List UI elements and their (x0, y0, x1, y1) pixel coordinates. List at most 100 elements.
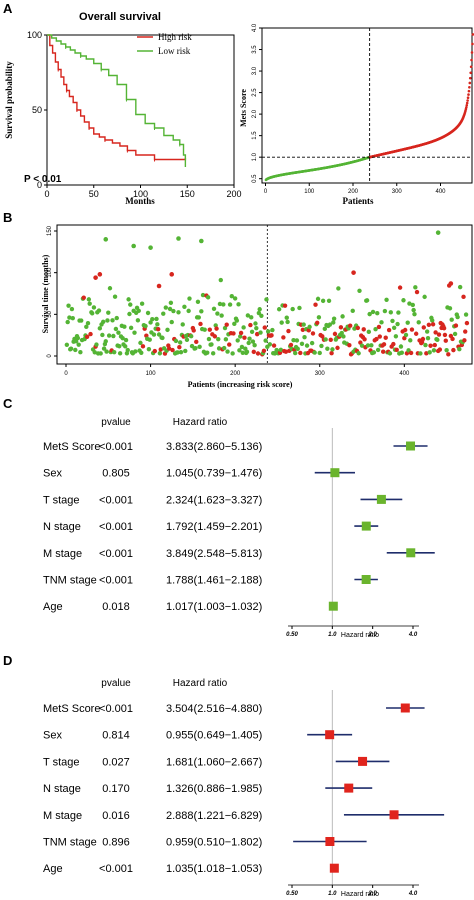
forest-pvalue: <0.001 (99, 521, 133, 533)
surv-point-alive (176, 310, 181, 315)
surv-point-alive (85, 321, 91, 326)
surv-point-alive (323, 337, 328, 342)
mets-ytick-label: 4.0 (252, 23, 258, 32)
forest-multivariate: pvalue Hazard ratio Hazard ratio 0.50 1.0… (43, 678, 445, 898)
surv-point-alive (241, 325, 246, 330)
mets-point-high (466, 96, 470, 100)
surv-point-alive (247, 336, 252, 341)
surv-point-alive (291, 337, 296, 343)
surv-point-alive (395, 321, 400, 327)
surv-point-alive (246, 340, 251, 346)
surv-point-alive (205, 350, 210, 355)
surv-point-alive (325, 346, 330, 351)
surv-point-alive (147, 337, 152, 342)
surv-point-alive (143, 323, 148, 329)
surv-point-dead (224, 322, 229, 327)
surv-point-alive (408, 338, 413, 343)
surv-point-dead (93, 275, 98, 280)
surv-point-alive (135, 318, 141, 323)
surv-point-alive (91, 305, 97, 310)
surv-point-alive (427, 350, 432, 355)
surv-point-alive (169, 319, 174, 325)
surv-point-alive (279, 320, 284, 325)
surv-point-alive (230, 351, 235, 356)
surv-point-alive (195, 299, 201, 304)
surv-point-alive (150, 316, 155, 322)
mets-point-high (469, 71, 472, 75)
surv-xtick-label: 200 (230, 371, 241, 377)
surv-point-dead (166, 346, 172, 351)
surv-point-alive (117, 351, 123, 356)
surv-point-alive (168, 300, 174, 305)
surv-point-alive (155, 322, 160, 327)
surv-point-alive (132, 330, 137, 335)
surv-point-alive (463, 312, 469, 317)
surv-point-alive (327, 322, 333, 327)
surv-point-alive (123, 337, 129, 343)
surv-point-dead (402, 327, 408, 333)
surv-point-dead (328, 337, 333, 342)
forest-axis-label: Hazard ratio (341, 891, 379, 898)
surv-point-dead (381, 342, 387, 347)
forest-hr-text: 1.792(1.459−2.201) (166, 521, 262, 533)
surv-point-alive (341, 334, 346, 339)
surv-point-alive (117, 344, 122, 349)
surv-point-dead (88, 331, 93, 337)
km-pvalue-annotation: P < 0.01 (24, 174, 62, 185)
surv-point-alive (240, 350, 245, 355)
surv-point-alive (398, 344, 404, 349)
surv-point-alive (249, 315, 254, 320)
km-xtick-label: 50 (89, 189, 99, 199)
forest-pvalue: 0.027 (102, 756, 130, 768)
surv-ytick-label: 100 (47, 267, 53, 278)
surv-point-alive (373, 327, 378, 332)
surv-point-alive (176, 236, 181, 241)
forest-variable-label: MetS Score (43, 703, 100, 715)
surv-point-alive (304, 343, 310, 348)
forest-pvalue: 0.018 (102, 601, 130, 613)
surv-point-alive (98, 351, 103, 356)
surv-point-dead (414, 289, 420, 295)
surv-point-alive (382, 308, 388, 314)
forest-variable-label: N stage (43, 521, 81, 533)
surv-point-dead (251, 349, 256, 355)
surv-point-alive (184, 337, 190, 343)
surv-point-alive (449, 317, 454, 322)
header-hazard-ratio: Hazard ratio (173, 417, 228, 428)
surv-point-alive (307, 324, 312, 330)
surv-point-dead (332, 331, 338, 337)
surv-point-alive (225, 349, 230, 354)
surv-point-alive (366, 329, 372, 335)
surv-point-alive (232, 296, 238, 301)
forest-variable-label: T stage (43, 494, 80, 506)
forest-xtick-label: 2.0 (367, 632, 377, 638)
surv-point-dead (261, 348, 267, 353)
surv-point-alive (227, 302, 233, 307)
surv-point-dead (238, 330, 244, 336)
mets-point-high (466, 99, 469, 102)
surv-point-alive (94, 342, 99, 347)
surv-point-alive (435, 230, 441, 235)
mets-point-high (470, 58, 473, 62)
surv-point-dead (461, 294, 466, 300)
surv-ylabel: Survival time (months) (41, 254, 50, 333)
forest-variable-label: TNM stage (43, 575, 97, 587)
surv-point-alive (101, 346, 107, 351)
mets-plot-frame (261, 27, 473, 184)
forest-xtick-label: 1.0 (328, 632, 337, 638)
surv-point-dead (397, 285, 403, 290)
forest-xtick-label: 1.0 (328, 891, 337, 897)
surv-point-dead (97, 272, 103, 277)
surv-point-dead (177, 344, 182, 350)
forest-hr-text: 2.324(1.623−3.327) (166, 494, 262, 506)
surv-point-alive (112, 294, 118, 299)
surv-point-alive (407, 301, 412, 306)
surv-point-alive (237, 348, 242, 353)
forest-pvalue: 0.805 (102, 468, 130, 480)
forest-hr-text: 0.955(0.649−1.405) (166, 730, 262, 742)
surv-xlabel: Patients (increasing risk score) (188, 380, 293, 389)
surv-point-alive (259, 313, 264, 318)
forest-pvalue: <0.001 (99, 575, 133, 587)
forest-hr-marker (361, 521, 371, 531)
surv-point-dead (450, 336, 455, 342)
